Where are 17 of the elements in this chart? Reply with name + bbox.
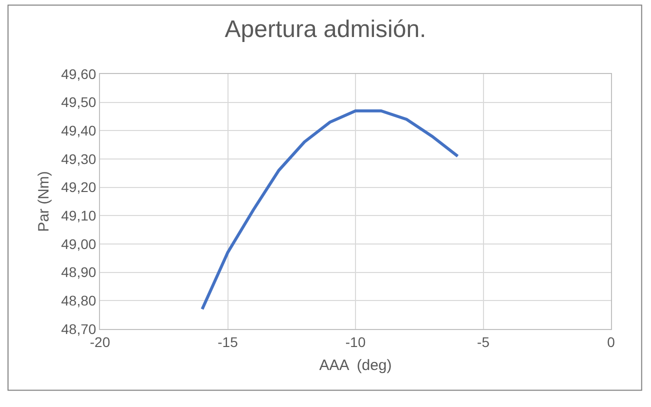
y-tick-label: 49,00: [61, 236, 96, 252]
x-tick-label: 0: [607, 334, 616, 350]
y-tick-label: 49,10: [61, 208, 96, 224]
line-series: [200, 109, 460, 311]
y-tick-label: 48,90: [61, 264, 96, 280]
y-tick-label: 48,80: [61, 292, 96, 309]
x-tick-label: -10: [345, 334, 366, 350]
y-tick-label: 49,50: [61, 94, 96, 110]
y-tick-label: 49,60: [61, 66, 96, 82]
y-tick-label: 49,40: [61, 122, 96, 139]
y-axis-title: Par (Nm): [35, 171, 52, 232]
x-tick-label: -5: [477, 334, 490, 350]
chart-title: Apertura admisión.: [224, 16, 426, 43]
y-tick-label: 49,20: [61, 179, 96, 196]
x-axis-title: AAA (deg): [319, 356, 392, 374]
x-tick-label: -15: [218, 334, 238, 350]
y-tick-label: 49,30: [61, 150, 96, 167]
